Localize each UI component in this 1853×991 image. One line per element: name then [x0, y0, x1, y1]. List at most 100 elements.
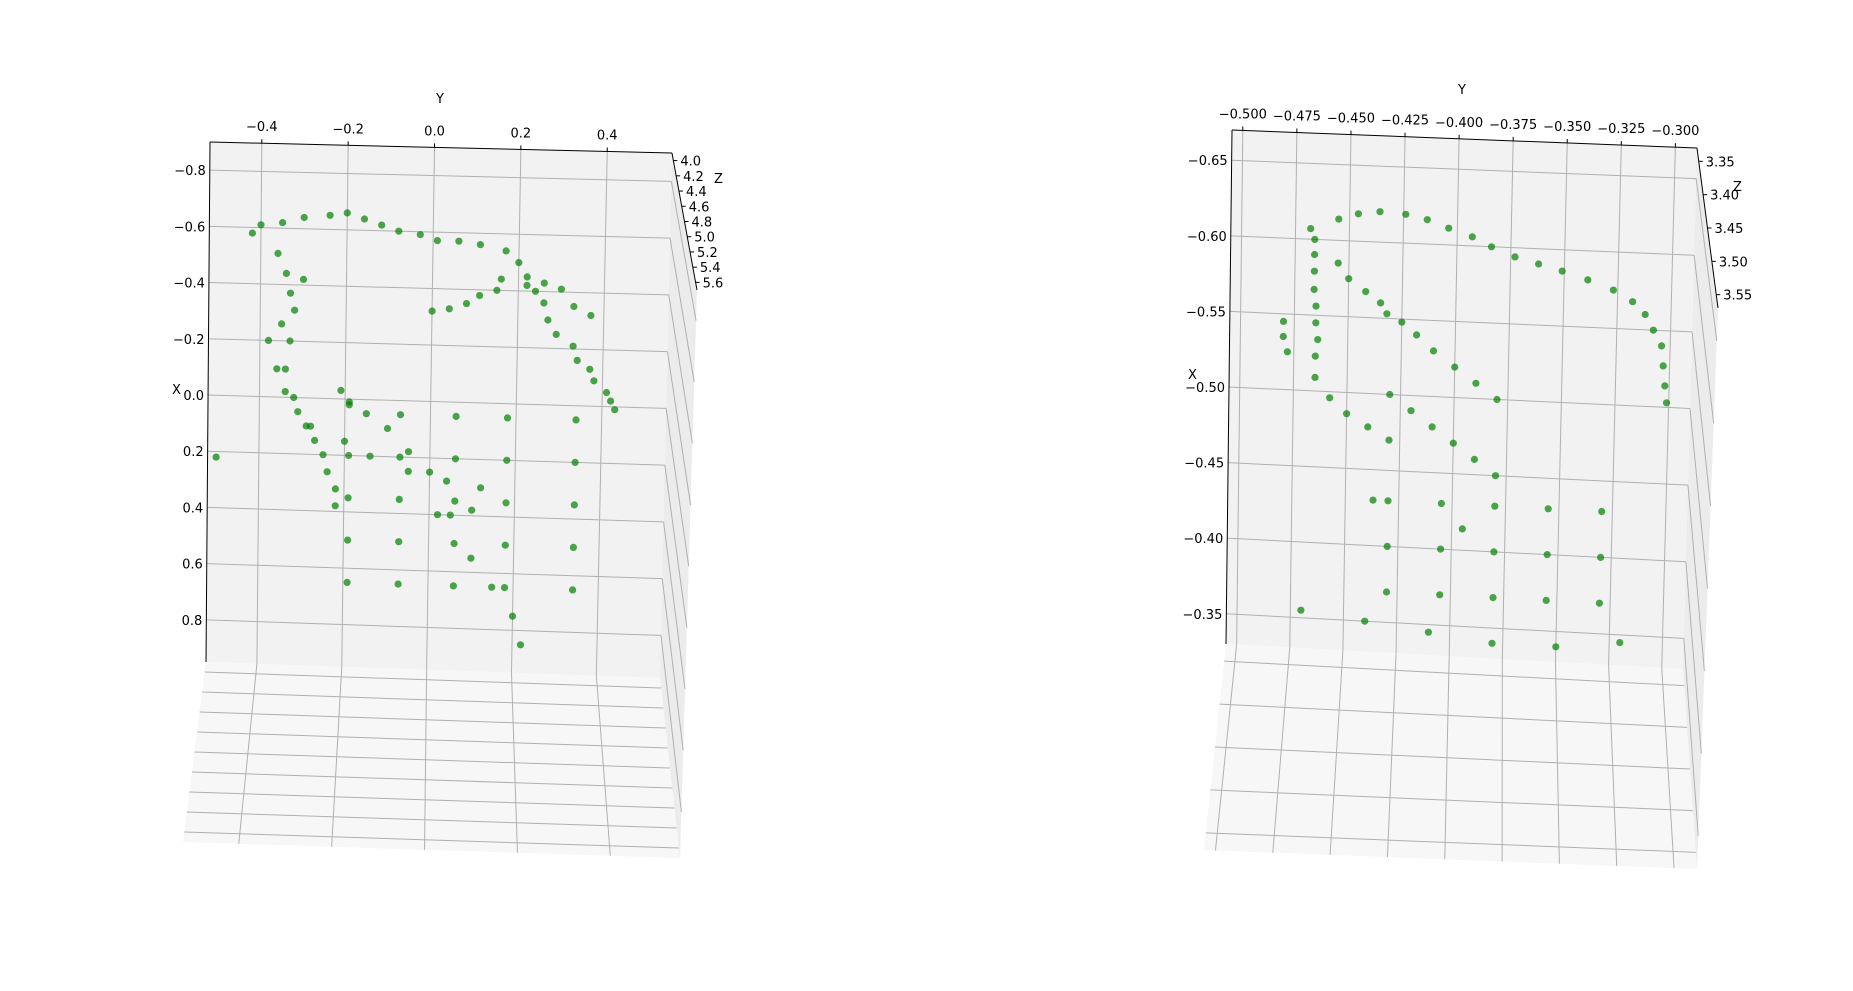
data-point: [1297, 606, 1305, 614]
x-tick-label: −0.55: [1186, 305, 1226, 320]
data-point: [1312, 319, 1320, 327]
x-side-gridline: [664, 465, 688, 628]
data-point: [531, 287, 540, 295]
y-tick-label: −0.475: [1273, 110, 1321, 125]
x-gridline: [208, 338, 668, 353]
data-point: [286, 289, 295, 297]
x-side-gridline: [668, 294, 693, 444]
right-x-axis-label: X: [1188, 368, 1197, 383]
z-tick-label: 5.2: [697, 246, 718, 261]
data-point: [1279, 317, 1288, 325]
data-point: [1383, 542, 1391, 551]
data-point: [378, 221, 386, 229]
data-point: [570, 501, 578, 509]
data-point: [476, 241, 484, 249]
data-point: [331, 502, 339, 510]
data-point: [1595, 599, 1603, 607]
data-point: [1542, 596, 1550, 605]
data-point: [1558, 267, 1566, 275]
data-point: [1364, 423, 1372, 431]
data-point: [1449, 439, 1457, 447]
data-point: [523, 273, 531, 281]
y-tick-label: −0.425: [1381, 114, 1429, 129]
data-point: [1543, 551, 1551, 559]
left-plot-grid: [184, 143, 697, 856]
x-gridline: [1226, 613, 1684, 639]
z-floor-gridline: [1205, 832, 1696, 853]
data-point: [311, 436, 319, 444]
data-point: [1489, 594, 1497, 602]
x-tick-label: −0.2: [173, 333, 205, 348]
right-plot-grid: [1205, 130, 1718, 869]
x-tick-label: −0.60: [1187, 230, 1227, 245]
data-point: [273, 365, 281, 373]
left-plot-z-ticks: 4.04.24.44.64.85.05.25.45.6: [673, 155, 723, 291]
data-point: [1335, 215, 1343, 223]
x-gridline: [209, 225, 671, 239]
data-point: [299, 275, 308, 283]
x-gridline: [1228, 462, 1688, 486]
data-point: [394, 580, 402, 588]
data-point: [396, 411, 405, 419]
x-side-gridline: [1691, 331, 1712, 507]
data-point: [586, 365, 594, 373]
data-point: [1649, 326, 1657, 334]
data-point: [552, 330, 560, 338]
data-point: [1616, 639, 1624, 647]
data-point: [278, 320, 286, 328]
data-point: [1458, 525, 1466, 533]
data-point: [1326, 394, 1334, 402]
data-point: [291, 306, 299, 314]
z-floor-gridline: [1224, 660, 1685, 687]
data-point: [1377, 299, 1385, 307]
z-floor-gridline: [199, 711, 666, 729]
data-point: [1402, 210, 1410, 218]
x-side-gridline: [1687, 485, 1705, 672]
x-axis-line: [1225, 129, 1233, 645]
data-point: [1629, 298, 1637, 306]
right-plot-y-ticks: −0.500 −0.475 −0.450 −0.425 −0.400 −0.375 −0.3…: [1219, 107, 1699, 148]
data-point: [1658, 342, 1666, 350]
x-tick-label: −0.6: [174, 220, 206, 235]
x-gridline: [1227, 537, 1686, 563]
x-tick-label: 0.8: [182, 614, 203, 629]
x-tick-label: −0.65: [1188, 154, 1228, 169]
data-point: [557, 285, 566, 293]
data-point: [569, 342, 577, 350]
z-floor-gridline: [1210, 789, 1693, 812]
data-point: [383, 424, 392, 433]
data-point: [433, 237, 441, 245]
z-floor-gridline: [189, 791, 675, 809]
data-point: [1661, 382, 1669, 390]
x-tick-label: −0.35: [1183, 608, 1223, 623]
y-gridline: [595, 151, 608, 676]
x-side-gridline: [1683, 638, 1699, 837]
y-tick-label: −0.375: [1489, 118, 1537, 133]
data-point: [1376, 208, 1384, 216]
data-point: [500, 584, 509, 592]
data-point: [1424, 628, 1432, 636]
data-point: [611, 406, 619, 414]
data-point: [294, 408, 302, 416]
data-point: [1311, 250, 1319, 259]
data-point: [279, 219, 287, 227]
data-point: [1382, 588, 1391, 596]
x-side-gridline: [1693, 255, 1715, 424]
data-point: [1310, 267, 1318, 275]
data-point: [569, 586, 577, 594]
right-y-axis-label: Y: [1457, 83, 1466, 98]
data-point: [362, 410, 370, 418]
data-point: [1598, 507, 1606, 516]
data-point: [516, 641, 525, 649]
data-point: [281, 365, 289, 373]
data-point: [450, 539, 458, 548]
side-pane: [660, 153, 697, 858]
data-point: [300, 213, 308, 222]
data-point: [1343, 410, 1351, 418]
y-axis-line: [1231, 129, 1698, 149]
data-point: [476, 291, 484, 300]
data-point: [544, 316, 552, 324]
z-tick-label: 5.4: [700, 261, 721, 276]
